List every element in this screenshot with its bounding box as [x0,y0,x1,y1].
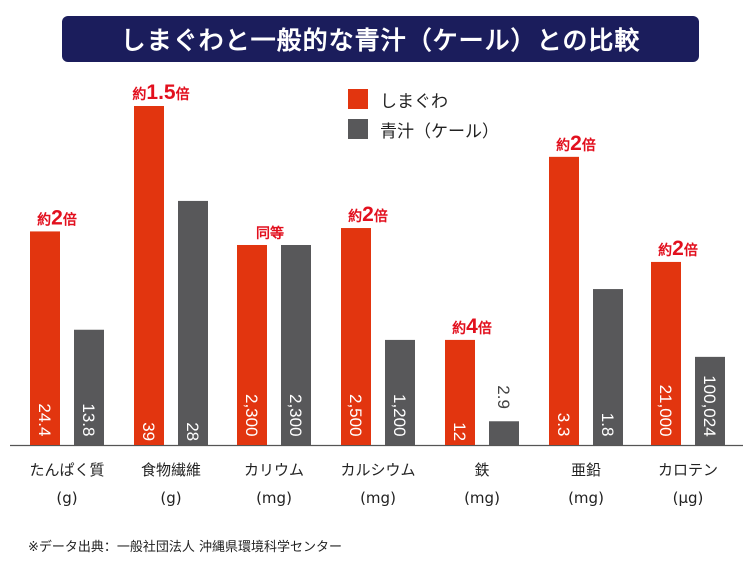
data-source-footnote: ※データ出典：一般社団法人 沖縄県環境科学センター [28,540,343,555]
category-unit: (mg) [256,489,292,507]
bar-value-label: 1.8 [598,413,617,437]
bar-annotation: 約2倍 [348,203,388,226]
bar-value-label: 2,300 [242,394,261,437]
bar-value-label: 2,500 [346,394,365,437]
legend-label-shimaguwa: しまぐわ [380,91,448,112]
bar-value-label: 28 [183,422,202,441]
bar-annotation: 約1.5倍 [132,81,189,104]
bar-value-label: 39 [139,422,158,441]
bar-value-label: 21,000 [656,385,675,437]
category-unit: (g) [56,489,77,507]
category-unit: (mg) [464,489,500,507]
bar-shimaguwa [134,106,164,445]
bar-kale [385,339,415,445]
category-unit: (mg) [360,489,396,507]
bar-value-label: 13.8 [79,403,98,436]
category-label: 鉄 [474,461,489,479]
bar-shimaguwa [651,261,681,445]
bar-value-label: 12 [450,422,469,441]
category-label: たんぱく質 [29,461,104,479]
bar-value-label: 100,024 [700,375,719,436]
bar-value-label: 24.4 [35,403,54,436]
bar-annotation: 約2倍 [658,237,698,260]
bar-value-label: 2.9 [494,385,513,409]
bar-shimaguwa [445,339,475,445]
legend-swatch-kale [348,119,368,139]
legend-item-shimaguwa: しまぐわ [348,84,499,114]
bar-shimaguwa [549,156,579,445]
bar-annotation: 約4倍 [452,315,492,338]
category-unit: (mg) [568,489,604,507]
legend-item-kale: 青汁（ケール） [348,114,499,144]
legend: しまぐわ 青汁（ケール） [348,84,499,144]
chart-title: しまぐわと一般的な青汁（ケール）との比較 [62,16,699,62]
category-label: 亜鉛 [571,461,601,479]
category-label: カルシウム [340,461,415,479]
bar-value-label: 3.3 [554,413,573,437]
bar-kale [178,200,208,445]
category-label: カリウム [244,461,304,479]
bar-shimaguwa [341,228,371,445]
bar-kale [281,244,311,445]
bar-annotation: 約2倍 [556,132,596,155]
bar-value-label: 1,200 [390,394,409,437]
legend-swatch-shimaguwa [348,89,368,109]
bar-annotation: 約2倍 [37,206,77,229]
bar-shimaguwa [237,244,267,445]
bar-shimaguwa [30,231,60,445]
category-unit: (μg) [673,489,704,507]
legend-label-kale: 青汁（ケール） [380,121,499,142]
bar-kale [593,289,623,445]
category-unit: (g) [160,489,181,507]
bar-kale [695,356,725,445]
category-label: 食物繊維 [141,461,201,479]
bar-kale [489,421,519,445]
bar-kale [74,329,104,445]
bar-annotation: 同等 [256,225,284,242]
bar-value-label: 2,300 [286,394,305,437]
category-label: カロテン [658,461,718,479]
